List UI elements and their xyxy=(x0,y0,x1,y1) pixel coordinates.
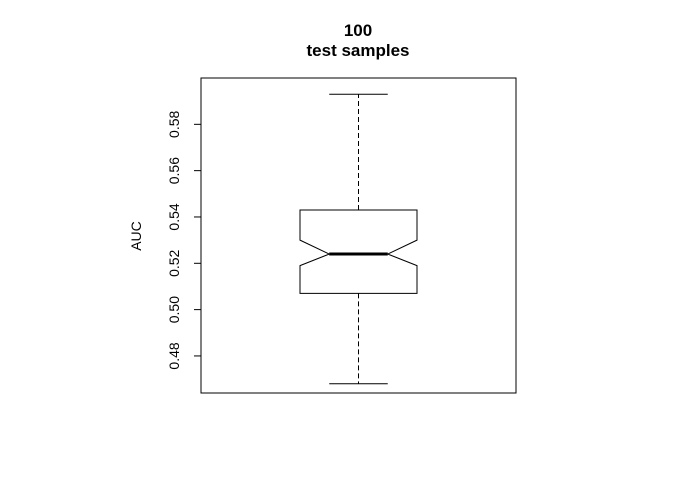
y-tick-label: 0.52 xyxy=(166,249,182,276)
y-tick-label: 0.50 xyxy=(166,296,182,323)
notched-box xyxy=(299,209,418,294)
chart-title-line-2: test samples xyxy=(307,41,410,60)
y-tick-label: 0.58 xyxy=(166,110,182,137)
y-tick-label: 0.56 xyxy=(166,157,182,184)
y-axis-label: AUC xyxy=(128,221,144,251)
chart-title-line-1: 100 xyxy=(344,21,372,40)
y-axis: 0.48 0.50 0.52 0.54 0.56 0.58 xyxy=(166,110,202,370)
y-tick-label: 0.54 xyxy=(166,203,182,230)
boxplot xyxy=(299,93,418,385)
y-tick-label: 0.48 xyxy=(166,342,182,369)
